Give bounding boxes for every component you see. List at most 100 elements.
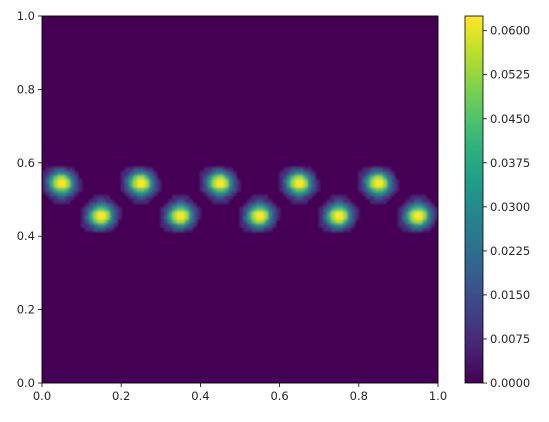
heatmap-cell xyxy=(85,171,91,177)
heatmap-cell xyxy=(156,183,162,189)
heatmap-cell xyxy=(331,235,336,240)
heatmap-cell xyxy=(339,167,344,173)
heatmap-cell xyxy=(366,199,372,205)
heatmap-cell xyxy=(422,179,427,185)
heatmap-cell xyxy=(271,183,277,189)
heatmap-cell xyxy=(382,223,388,229)
heatmap-cell xyxy=(303,171,308,177)
heatmap-cell xyxy=(184,195,190,201)
heatmap-cell xyxy=(192,187,198,193)
heatmap-cell xyxy=(430,199,435,205)
heatmap-cell xyxy=(255,235,261,240)
heatmap-cell xyxy=(220,227,225,233)
heatmap-cell xyxy=(117,179,122,185)
heatmap-cell xyxy=(271,195,277,201)
heatmap-cell xyxy=(73,207,79,213)
heatmap-cell xyxy=(311,191,316,197)
heatmap-cell xyxy=(386,223,392,229)
heatmap-cell xyxy=(133,187,138,193)
heatmap-cell xyxy=(382,175,388,181)
heatmap-cell xyxy=(220,215,225,221)
heatmap-cell xyxy=(93,235,99,240)
heatmap-cell xyxy=(97,215,102,221)
heatmap-cell xyxy=(208,151,213,157)
heatmap-cell xyxy=(303,163,308,169)
heatmap-cell xyxy=(283,167,289,173)
heatmap-cell xyxy=(49,211,55,217)
heatmap-cell xyxy=(65,187,71,193)
heatmap-cell xyxy=(394,235,399,240)
heatmap-cell xyxy=(137,159,142,165)
heatmap-cell xyxy=(212,163,217,169)
heatmap-cell xyxy=(137,155,142,161)
heatmap-cell xyxy=(160,215,166,221)
heatmap-cell xyxy=(350,215,356,221)
heatmap-cell xyxy=(247,215,253,221)
heatmap-cell xyxy=(125,191,130,197)
heatmap-cell xyxy=(61,175,67,181)
heatmap-cell xyxy=(117,163,122,169)
heatmap-cell xyxy=(188,179,194,185)
heatmap-cell xyxy=(390,171,396,177)
heatmap-cell xyxy=(125,183,130,189)
heatmap-cell xyxy=(105,207,110,213)
heatmap-cell xyxy=(378,211,384,217)
heatmap-cell xyxy=(53,175,59,181)
heatmap-cell xyxy=(255,195,261,201)
heatmap-cell xyxy=(283,195,289,201)
heatmap-cell xyxy=(152,207,158,213)
heatmap-cell xyxy=(200,183,205,189)
heatmap-cell xyxy=(410,187,415,193)
heatmap-cell xyxy=(311,219,316,225)
heatmap-cell xyxy=(386,179,392,185)
heatmap-cell xyxy=(287,215,293,221)
heatmap-cell xyxy=(263,163,269,169)
heatmap-cell xyxy=(133,179,138,185)
heatmap-cell xyxy=(144,159,150,165)
heatmap-cell xyxy=(331,227,336,233)
heatmap-cell xyxy=(42,203,47,209)
heatmap-cell xyxy=(327,235,332,240)
heatmap-cell xyxy=(299,219,304,225)
heatmap-cell xyxy=(374,215,380,221)
heatmap-cell xyxy=(144,191,150,197)
heatmap-cell xyxy=(319,235,324,240)
heatmap-cell xyxy=(117,159,122,165)
heatmap-cell xyxy=(141,203,146,209)
heatmap-cell xyxy=(42,147,47,153)
heatmap-cell xyxy=(125,187,130,193)
heatmap-cell xyxy=(188,231,194,236)
heatmap-cell xyxy=(362,151,368,157)
heatmap-cell xyxy=(346,175,352,181)
heatmap-cell xyxy=(251,171,257,177)
heatmap-cell xyxy=(93,199,99,205)
heatmap-cell xyxy=(77,227,83,233)
heatmap-cell xyxy=(196,167,201,173)
heatmap-cell xyxy=(93,239,99,244)
heatmap-cell xyxy=(105,203,110,209)
heatmap-cell xyxy=(251,211,257,217)
heatmap-cell xyxy=(255,239,261,244)
heatmap-cell xyxy=(422,223,427,229)
heatmap-cell xyxy=(382,183,388,189)
heatmap-cell xyxy=(188,235,194,240)
heatmap-cell xyxy=(323,243,328,248)
heatmap-cell xyxy=(434,203,438,209)
heatmap-cell xyxy=(85,239,91,244)
heatmap-cell xyxy=(168,207,174,213)
heatmap-cell xyxy=(125,195,130,201)
heatmap-cell xyxy=(57,167,63,173)
heatmap-cell xyxy=(247,187,253,193)
heatmap-cell xyxy=(156,175,162,181)
heatmap-cell xyxy=(263,159,269,165)
heatmap-cell xyxy=(283,159,289,165)
heatmap-cell xyxy=(430,215,435,221)
heatmap-cell xyxy=(232,183,237,189)
heatmap-cell xyxy=(97,191,102,197)
heatmap-cell xyxy=(49,215,55,221)
heatmap-cell xyxy=(180,171,186,177)
heatmap-cell xyxy=(426,163,431,169)
heatmap-cell xyxy=(81,239,87,244)
heatmap-cell xyxy=(144,223,150,229)
heatmap-cell xyxy=(410,235,415,240)
